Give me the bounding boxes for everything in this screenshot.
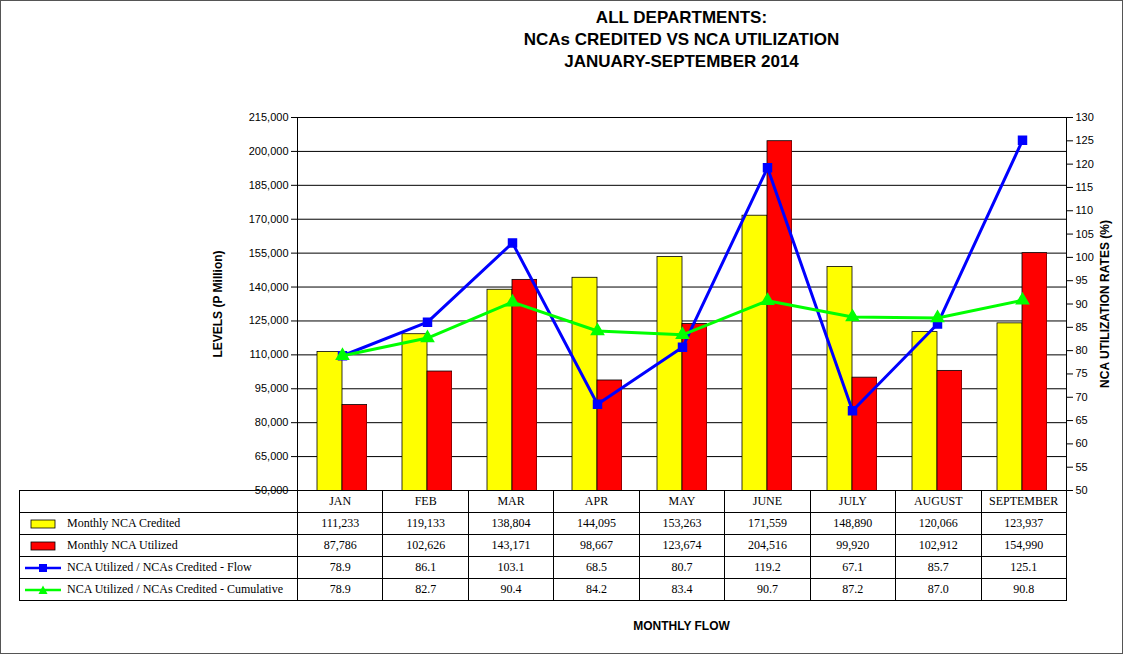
html-text:NCA Utilized / NCAs Credited -: NCA Utilized / NCAs Credited - Cumulativ… (67, 582, 283, 596)
html-text:FEB: FEB (414, 494, 437, 508)
html-text:123,937: 123,937 (1004, 516, 1044, 530)
html-text:148,890: 148,890 (833, 516, 873, 530)
svg-text:75: 75 (1076, 367, 1088, 379)
html-text:111,233: 111,233 (321, 516, 360, 530)
svg-text:65: 65 (1076, 414, 1088, 426)
html-text:87,786: 87,786 (323, 538, 357, 552)
html-text:204,516: 204,516 (747, 538, 787, 552)
svg-text:125,000: 125,000 (249, 314, 289, 326)
svg-text:155,000: 155,000 (249, 247, 289, 259)
svg-text:140,000: 140,000 (249, 281, 289, 293)
html-text:SEPTEMBER: SEPTEMBER (989, 494, 1059, 508)
html-text:125.1: 125.1 (1010, 560, 1038, 574)
svg-text:185,000: 185,000 (249, 179, 289, 191)
html-text:80.7: 80.7 (671, 560, 693, 574)
html-text:90.4: 90.4 (500, 582, 522, 596)
html-text:JUNE: JUNE (752, 494, 783, 508)
html-text:Monthly NCA Utilized: Monthly NCA Utilized (67, 538, 178, 552)
svg-text:70: 70 (1076, 391, 1088, 403)
html-text:ALL DEPARTMENTS: NCAs CREDITED: ALL DEPARTMENTS: NCAs CREDITED VS NCA UT… (523, 8, 840, 71)
html-text:78.9: 78.9 (329, 582, 351, 596)
svg-text:90: 90 (1076, 298, 1088, 310)
html-text:171,559: 171,559 (747, 516, 787, 530)
svg-text:120: 120 (1076, 158, 1094, 170)
svg-text:215,000: 215,000 (249, 111, 289, 123)
html-text:123,674: 123,674 (662, 538, 702, 552)
svg-text:50: 50 (1076, 484, 1088, 496)
svg-text:170,000: 170,000 (249, 213, 289, 225)
svg-text:80,000: 80,000 (255, 416, 289, 428)
html-text:154,990: 154,990 (1004, 538, 1044, 552)
svg-text:110,000: 110,000 (250, 348, 289, 360)
html-text:MAR: MAR (497, 494, 525, 508)
html-text:153,263: 153,263 (662, 516, 702, 530)
svg-text:105: 105 (1076, 228, 1094, 240)
html-text:102,912: 102,912 (918, 538, 958, 552)
svg-text:115: 115 (1076, 181, 1094, 193)
svg-text:65,000: 65,000 (255, 450, 289, 462)
html-text:86.1: 86.1 (415, 560, 437, 574)
html-text:119,133: 119,133 (406, 516, 445, 530)
html-text:83.4: 83.4 (671, 582, 693, 596)
html-text:84.2: 84.2 (586, 582, 607, 596)
html-text:82.7: 82.7 (415, 582, 437, 596)
html-text:JULY: JULY (838, 494, 867, 508)
html-text:138,804: 138,804 (491, 516, 531, 530)
svg-text:95,000: 95,000 (255, 382, 289, 394)
html-text:68.5: 68.5 (586, 560, 607, 574)
html-text:99,920: 99,920 (836, 538, 870, 552)
html-text:144,095: 144,095 (577, 516, 616, 530)
html-text:120,066: 120,066 (918, 516, 958, 530)
svg-text:80: 80 (1076, 344, 1088, 356)
svg-text:85: 85 (1076, 321, 1088, 333)
html-text:67.1: 67.1 (842, 560, 864, 574)
html-text:78.9: 78.9 (329, 560, 351, 574)
html-text:AUGUST: AUGUST (913, 494, 963, 508)
html-text:Monthly NCA Credited: Monthly NCA Credited (67, 516, 181, 530)
html-text:NCA Utilized / NCAs Credited -: NCA Utilized / NCAs Credited - Flow (67, 560, 252, 574)
html-text:JAN: JAN (329, 494, 352, 508)
svg-text:NCA UTILIZATION RATES (%): NCA UTILIZATION RATES (%) (1098, 220, 1112, 388)
html-text:98,667: 98,667 (580, 538, 613, 552)
html-text:APR: APR (584, 494, 609, 508)
html-text:103.1: 103.1 (497, 560, 525, 574)
html-text:90.7: 90.7 (756, 582, 778, 596)
html-text:87.0: 87.0 (927, 582, 949, 596)
html-text:MONTHLY FLOW: MONTHLY FLOW (633, 619, 730, 633)
html-text:90.8: 90.8 (1013, 582, 1035, 596)
html-text:85.7: 85.7 (927, 560, 949, 574)
svg-text:95: 95 (1076, 274, 1088, 286)
svg-text:110: 110 (1076, 204, 1094, 216)
html-text:119.2: 119.2 (754, 560, 781, 574)
html-text:143,171: 143,171 (491, 538, 531, 552)
svg-text:LEVELS (P Million): LEVELS (P Million) (211, 250, 225, 357)
svg-text:100: 100 (1076, 251, 1094, 263)
svg-text:60: 60 (1076, 437, 1088, 449)
svg-text:125: 125 (1076, 134, 1094, 146)
svg-text:200,000: 200,000 (249, 145, 289, 157)
html-text:87.2: 87.2 (842, 582, 864, 596)
svg-text:55: 55 (1076, 461, 1088, 473)
html-text:MAY: MAY (668, 494, 696, 508)
svg-text:130: 130 (1076, 111, 1094, 123)
html-text:102,626: 102,626 (406, 538, 446, 552)
